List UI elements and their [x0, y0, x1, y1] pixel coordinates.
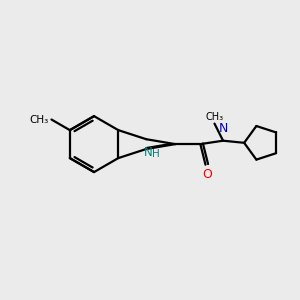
Text: O: O: [202, 168, 212, 181]
Text: CH₃: CH₃: [206, 112, 224, 122]
Text: H: H: [152, 148, 160, 159]
Text: N: N: [218, 122, 228, 135]
Text: CH₃: CH₃: [30, 115, 49, 124]
Text: N: N: [143, 146, 152, 159]
